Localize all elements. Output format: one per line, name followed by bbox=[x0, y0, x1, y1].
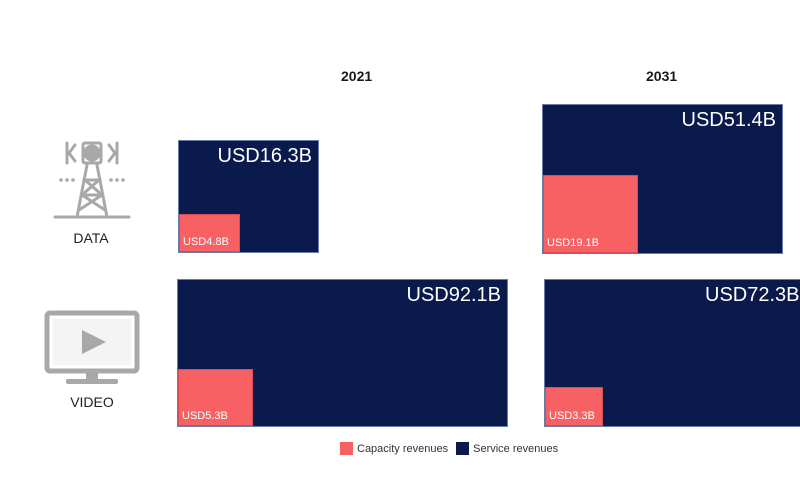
service-label: USD51.4B bbox=[681, 109, 777, 131]
capacity-label: USD19.1B bbox=[547, 237, 599, 249]
legend-swatch-service bbox=[456, 442, 470, 455]
monitor-play-icon bbox=[44, 310, 140, 384]
service-label: USD16.3B bbox=[217, 145, 313, 167]
row-label-video: VIDEO bbox=[70, 394, 114, 410]
capacity-label: USD3.3B bbox=[549, 410, 595, 422]
capacity-label: USD5.3B bbox=[182, 410, 228, 422]
legend-item-capacity: Capacity revenues bbox=[340, 442, 448, 455]
year-label-2031: 2031 bbox=[646, 68, 678, 84]
service-label: USD92.1B bbox=[406, 284, 502, 306]
row-label-data: DATA bbox=[73, 230, 109, 246]
legend-swatch-capacity bbox=[340, 442, 353, 455]
legend: Capacity revenues Service revenues bbox=[340, 442, 566, 455]
service-box-data-2021: USD16.3B USD4.8B bbox=[178, 140, 319, 253]
capacity-box: USD5.3B bbox=[178, 369, 253, 426]
capacity-label: USD4.8B bbox=[183, 236, 229, 248]
cell-tower-icon bbox=[53, 141, 131, 219]
service-box-video-2021: USD92.1B USD5.3B bbox=[177, 279, 508, 427]
capacity-box: USD4.8B bbox=[179, 214, 240, 252]
service-label: USD72.3B bbox=[705, 284, 800, 306]
year-label-2021: 2021 bbox=[341, 68, 373, 84]
legend-label-capacity: Capacity revenues bbox=[357, 442, 449, 455]
legend-item-service: Service revenues bbox=[456, 442, 558, 455]
service-box-video-2031: USD72.3B USD3.3B bbox=[544, 279, 800, 427]
legend-label-service: Service revenues bbox=[473, 442, 559, 455]
service-box-data-2031: USD51.4B USD19.1B bbox=[542, 104, 783, 254]
capacity-box: USD3.3B bbox=[545, 387, 603, 426]
capacity-box: USD19.1B bbox=[543, 175, 638, 253]
